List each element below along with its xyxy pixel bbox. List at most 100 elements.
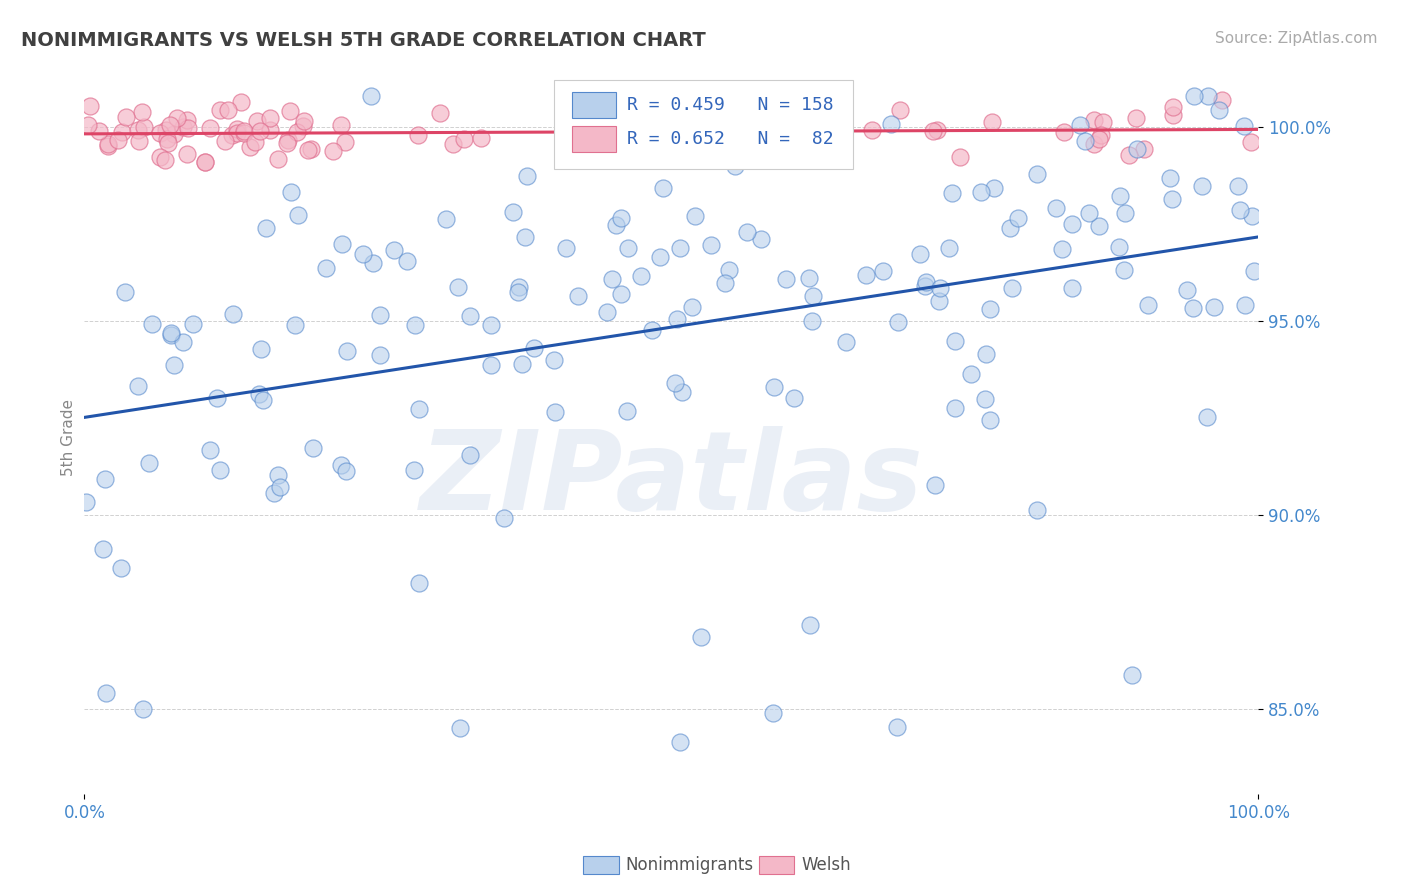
Point <box>138 456 160 470</box>
Point <box>668 241 690 255</box>
Point <box>287 207 309 221</box>
Point <box>276 136 298 151</box>
Point <box>974 392 997 406</box>
Point <box>222 307 245 321</box>
Point <box>132 120 155 135</box>
Point <box>713 277 735 291</box>
Point <box>458 309 481 323</box>
Point <box>111 124 134 138</box>
Point <box>1159 171 1181 186</box>
Point <box>651 181 673 195</box>
Point <box>1007 211 1029 225</box>
Point <box>1202 300 1225 314</box>
Point <box>160 328 183 343</box>
Point <box>149 126 172 140</box>
Point <box>1125 111 1147 125</box>
Point <box>156 132 179 146</box>
Point <box>183 317 205 331</box>
Text: NONIMMIGRANTS VS WELSH 5TH GRADE CORRELATION CHART: NONIMMIGRANTS VS WELSH 5TH GRADE CORRELA… <box>21 31 706 50</box>
Point <box>302 441 325 455</box>
Point <box>368 308 391 322</box>
Point <box>160 326 183 340</box>
Point <box>763 379 786 393</box>
Point <box>127 122 149 136</box>
Point <box>1090 128 1112 142</box>
Point <box>689 631 711 645</box>
Point <box>616 403 638 417</box>
Point <box>94 472 117 486</box>
Point <box>382 243 405 257</box>
Point <box>1074 134 1097 148</box>
Point <box>396 253 419 268</box>
Point <box>267 153 290 167</box>
Point <box>226 121 249 136</box>
Text: ZIPatlas: ZIPatlas <box>419 426 924 533</box>
Point <box>335 135 357 149</box>
Point <box>155 122 177 136</box>
Point <box>453 132 475 146</box>
Point <box>361 256 384 270</box>
Point <box>1060 217 1083 231</box>
Point <box>336 343 359 358</box>
Point <box>1133 142 1156 156</box>
Point <box>808 136 831 151</box>
Point <box>217 103 239 118</box>
Point <box>200 443 222 458</box>
Point <box>641 323 664 337</box>
Point <box>683 209 706 223</box>
Point <box>1108 240 1130 254</box>
Point <box>799 618 821 632</box>
Point <box>330 236 353 251</box>
Point <box>860 122 883 136</box>
Point <box>922 124 945 138</box>
Point <box>681 300 703 314</box>
Point <box>259 112 281 126</box>
Point <box>176 113 198 128</box>
Point <box>959 368 981 382</box>
Point <box>221 128 243 142</box>
Point <box>880 116 903 130</box>
Point <box>250 342 273 356</box>
Point <box>543 353 565 368</box>
Point <box>669 734 692 748</box>
Point <box>1083 136 1105 151</box>
Point <box>470 131 492 145</box>
Point <box>516 169 538 184</box>
Point <box>208 103 231 117</box>
Point <box>949 150 972 164</box>
Point <box>115 111 138 125</box>
Point <box>602 271 624 285</box>
Point <box>943 334 966 348</box>
Point <box>194 154 217 169</box>
Point <box>1078 206 1101 220</box>
Point <box>335 464 357 478</box>
Point <box>141 318 163 332</box>
Point <box>610 211 633 226</box>
Point <box>408 575 430 590</box>
Point <box>1026 167 1049 181</box>
Point <box>665 311 688 326</box>
Point <box>280 186 302 200</box>
Point <box>322 145 344 159</box>
Text: Welsh: Welsh <box>801 856 851 874</box>
Point <box>263 485 285 500</box>
Point <box>166 111 188 125</box>
Point <box>974 346 997 360</box>
Point <box>330 118 353 132</box>
Point <box>172 334 194 349</box>
Text: R = 0.459   N = 158: R = 0.459 N = 158 <box>627 96 834 114</box>
Point <box>492 511 515 525</box>
Point <box>567 289 589 303</box>
Point <box>1088 132 1111 146</box>
Point <box>163 358 186 372</box>
Point <box>554 241 576 255</box>
Point <box>1050 242 1073 256</box>
Point <box>718 263 741 277</box>
Point <box>177 120 200 135</box>
Point <box>94 686 117 700</box>
Point <box>889 103 911 117</box>
Point <box>970 185 993 199</box>
Point <box>700 238 723 252</box>
Point <box>285 125 308 139</box>
Point <box>941 186 963 200</box>
